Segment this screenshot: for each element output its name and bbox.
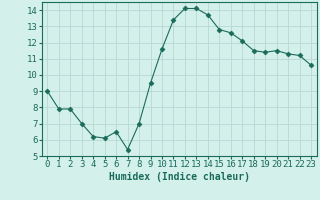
X-axis label: Humidex (Indice chaleur): Humidex (Indice chaleur) — [109, 172, 250, 182]
